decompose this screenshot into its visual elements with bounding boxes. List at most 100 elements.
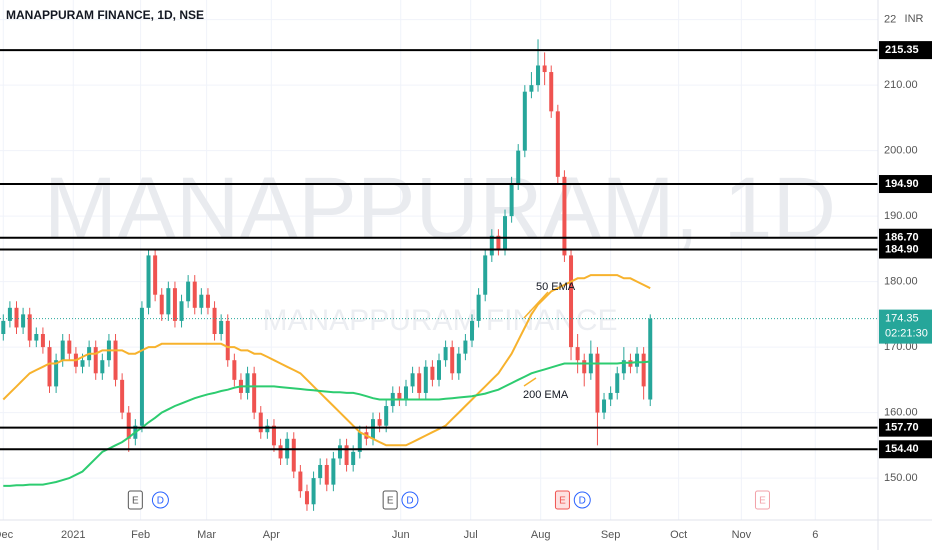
event-shape	[754, 490, 770, 510]
candle-body	[318, 464, 323, 479]
candle-body	[542, 65, 547, 73]
candle-body	[139, 307, 144, 426]
x-tick-label: Jun	[392, 529, 410, 541]
event-badge[interactable]: E	[127, 490, 143, 510]
candle-body	[291, 438, 296, 472]
candle-body	[40, 334, 45, 348]
candle-body	[489, 235, 494, 256]
event-badge[interactable]: E	[554, 490, 570, 510]
candle-body	[80, 360, 85, 367]
candle-body	[225, 320, 230, 361]
event-badge[interactable]: E	[754, 490, 770, 510]
level-label: 194.90	[885, 178, 919, 190]
candle-body	[93, 347, 98, 374]
event-label: E	[559, 496, 566, 507]
price-axis-bg	[878, 0, 932, 550]
candle-body	[100, 360, 105, 374]
candle-body	[549, 72, 554, 112]
candle-body	[351, 451, 356, 465]
event-badge[interactable]: D	[401, 491, 419, 509]
candle-body	[450, 347, 455, 374]
candle-body	[153, 255, 158, 295]
candle-body	[192, 281, 197, 308]
candle-body	[635, 353, 640, 367]
candle-body	[621, 360, 626, 374]
x-tick-label: 6	[812, 529, 818, 541]
watermark: MANAPPURAM, 1D	[44, 158, 836, 257]
y-tick-label: 150.00	[884, 472, 918, 484]
event-badge[interactable]: D	[573, 491, 591, 509]
annotation-arrow	[523, 291, 549, 319]
candle-body	[199, 294, 204, 308]
candle-body	[298, 471, 303, 492]
candle-body	[403, 386, 408, 400]
candle-body	[569, 255, 574, 348]
candle-body	[562, 176, 567, 256]
candle-body	[476, 294, 481, 321]
y-tick-label: 160.00	[884, 407, 918, 419]
candle-body	[311, 478, 316, 505]
candle-body	[120, 379, 125, 413]
event-shape	[127, 490, 143, 510]
annotation: 50 EMA	[536, 281, 576, 293]
candle-body	[7, 307, 12, 321]
watermark-sub: MANAPPURAM FINANCE	[262, 304, 617, 337]
candle-body	[648, 318, 653, 400]
last-price-label: 174.35	[885, 313, 919, 325]
event-shape	[554, 490, 570, 510]
plot: 50 EMA 200 EMA	[0, 39, 878, 511]
candle-body	[331, 458, 336, 485]
y-tick-label: 200.00	[884, 145, 918, 157]
x-tick-label: Dec	[0, 529, 14, 541]
event-label: D	[406, 496, 413, 507]
level-label-bg	[879, 440, 932, 459]
y-tick-label: 170.00	[884, 341, 918, 353]
candle-body	[344, 445, 349, 465]
candle-body	[166, 288, 171, 315]
candle-body	[470, 320, 475, 341]
candle-body	[615, 373, 620, 393]
candle-body	[410, 373, 415, 387]
candle-body	[370, 419, 375, 439]
event-badge[interactable]: E	[382, 490, 398, 510]
candle-body	[582, 360, 587, 374]
event-shape	[573, 491, 591, 509]
y-tick-label: 180.00	[884, 276, 918, 288]
candle-body	[555, 111, 560, 177]
candle-body	[575, 347, 580, 361]
ema-line	[3, 360, 651, 487]
candle-body	[245, 373, 250, 393]
candle-body	[126, 412, 131, 439]
x-tick-label: Jul	[464, 529, 478, 541]
x-tick-label: Apr	[263, 529, 280, 541]
event-shape	[401, 491, 419, 509]
candle-body	[516, 150, 521, 184]
candle-body	[67, 340, 72, 354]
candle-body	[252, 373, 257, 413]
candle-body	[496, 235, 501, 249]
level-label-bg	[879, 41, 932, 60]
candle-body	[271, 425, 276, 446]
time-axis-bg	[0, 520, 932, 550]
candle-body	[337, 445, 342, 459]
candle-body	[172, 288, 177, 321]
candle-body	[437, 360, 441, 380]
level-label: 215.35	[885, 44, 919, 56]
candle-body	[536, 65, 541, 86]
candle-body	[113, 340, 118, 380]
candle-body	[443, 347, 448, 361]
event-badge[interactable]: D	[151, 491, 169, 509]
y-tick-label: 210.00	[884, 79, 918, 91]
candle-body	[27, 314, 32, 341]
event-label: E	[387, 496, 394, 507]
candle-body	[14, 307, 19, 328]
candle-body	[60, 340, 65, 361]
event-label: E	[759, 496, 766, 507]
candle-body	[608, 392, 613, 400]
candle-body	[529, 85, 534, 92]
candle-body	[509, 183, 514, 217]
x-tick-label: Feb	[131, 529, 150, 541]
axes: 150.00 160.00 170.00 180.00 190.00 200.00 210.…	[0, 14, 932, 541]
